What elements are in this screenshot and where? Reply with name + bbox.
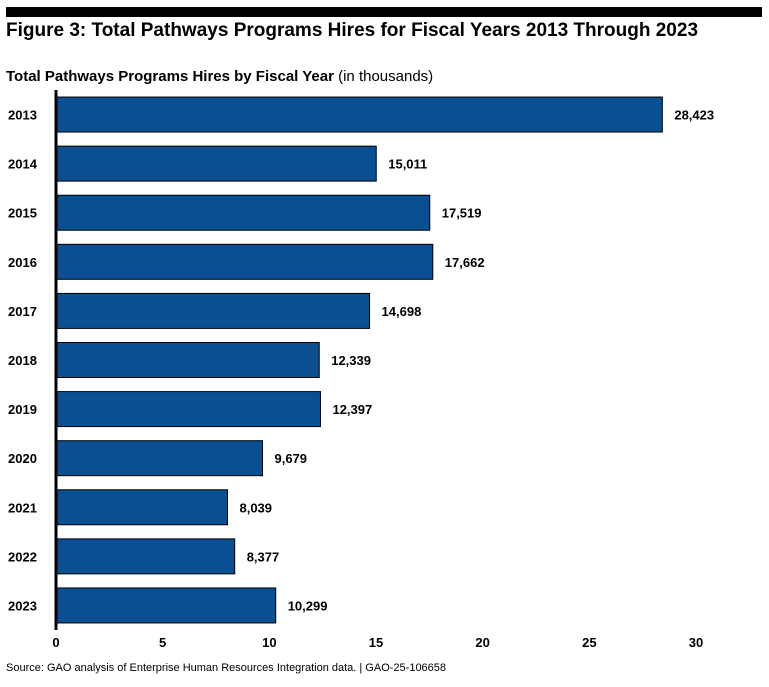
bar-2018: [55, 342, 320, 378]
data-label-2018: 12,339: [331, 353, 371, 368]
data-label-2013: 28,423: [674, 108, 714, 123]
y-tick-label-2016: 2016: [8, 255, 37, 270]
top-rule: [6, 7, 762, 17]
source-note: Source: GAO analysis of Enterprise Human…: [6, 662, 447, 674]
bar-2023: [55, 587, 277, 624]
bar-2013: [55, 96, 663, 133]
data-label-2022: 8,377: [247, 549, 280, 564]
x-tick-label-20: 20: [475, 635, 489, 650]
bar-2014: [55, 145, 377, 182]
x-tick-label-0: 0: [52, 635, 59, 650]
data-label-2017: 14,698: [382, 304, 422, 319]
data-label-2023: 10,299: [288, 598, 328, 613]
data-label-2016: 17,662: [445, 255, 485, 270]
y-tick-label-2021: 2021: [8, 500, 37, 515]
bar-2016: [55, 243, 434, 280]
x-tick-label-25: 25: [582, 635, 596, 650]
y-tick-label-2022: 2022: [8, 549, 37, 564]
bar-2022: [55, 538, 236, 575]
data-label-2014: 15,011: [388, 157, 427, 172]
y-tick-label-2015: 2015: [8, 206, 37, 221]
bar-2019: [55, 391, 321, 428]
y-tick-label-2018: 2018: [8, 353, 37, 368]
x-tick-label-30: 30: [689, 635, 703, 650]
y-tick-label-2013: 2013: [8, 108, 37, 123]
bar-2015: [55, 194, 431, 231]
bar-2017: [55, 292, 371, 329]
figure-title: Figure 3: Total Pathways Programs Hires …: [6, 20, 699, 41]
y-tick-label-2023: 2023: [8, 598, 37, 613]
y-tick-label-2020: 2020: [8, 451, 37, 466]
y-tick-label-2014: 2014: [8, 157, 38, 172]
y-tick-label-2019: 2019: [8, 402, 37, 417]
data-label-2021: 8,039: [239, 500, 272, 515]
x-tick-label-15: 15: [369, 635, 383, 650]
data-label-2015: 17,519: [442, 206, 482, 221]
x-tick-label-10: 10: [262, 635, 276, 650]
chart-title: Total Pathways Programs Hires by Fiscal …: [6, 68, 433, 85]
bar-2020: [55, 440, 263, 477]
y-tick-label-2017: 2017: [8, 304, 37, 319]
data-label-2019: 12,397: [332, 402, 372, 417]
chart-title-main: Total Pathways Programs Hires by Fiscal …: [6, 68, 334, 85]
x-tick-label-5: 5: [159, 635, 166, 650]
chart-title-unit: (in thousands): [338, 68, 434, 85]
bar-2021: [55, 489, 228, 526]
data-label-2020: 9,679: [274, 451, 307, 466]
